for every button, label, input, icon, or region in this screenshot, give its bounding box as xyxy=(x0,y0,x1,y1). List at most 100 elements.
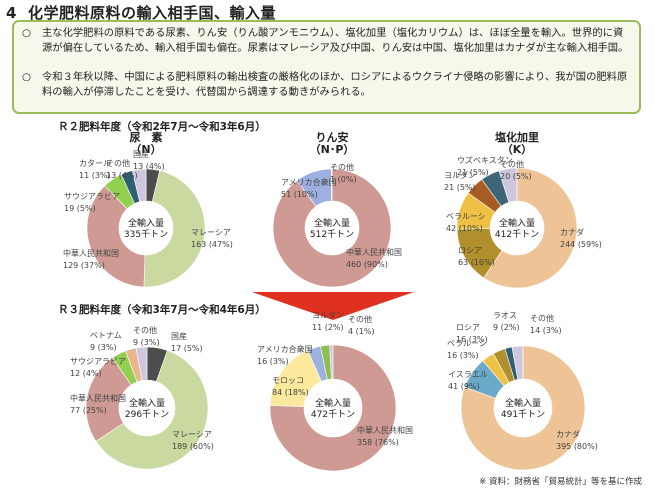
slice-name-label: マレーシア xyxy=(172,430,212,439)
slice-value-label: 13 (4%) xyxy=(133,162,165,171)
pie-slice xyxy=(269,344,397,472)
slice-value-label: 16 (3%) xyxy=(447,351,479,360)
slice-name-label: その他 xyxy=(330,162,354,172)
slice-name-label: ラオス xyxy=(493,311,517,320)
slice-value-label: 19 (5%) xyxy=(64,204,96,213)
slice-name-label: マレーシア xyxy=(191,228,231,237)
slice-value-label: 21 (5%) xyxy=(444,183,476,192)
chart-title-dap: りん安 （N･P） xyxy=(309,131,355,156)
slice-name-label: カナダ xyxy=(560,227,584,237)
pie-slice xyxy=(511,345,524,380)
pie-slice xyxy=(330,168,333,202)
slice-name-label: 中華人民共和国 xyxy=(357,425,413,435)
slice-value-label: 63 (16%) xyxy=(458,258,495,267)
slice-value-label: 9 (2%) xyxy=(493,323,520,332)
summary-paragraph: ○ 令和３年秋以降、中国による肥料原料の輸出検査の厳格化のほか、ロシアによるウクラ… xyxy=(22,71,628,98)
pie-slice xyxy=(86,185,146,288)
pie-slice xyxy=(460,345,586,471)
pie-slice xyxy=(143,170,206,288)
slice-value-label: 51 (10%) xyxy=(281,190,318,199)
slice-value-label: 189 (60%) xyxy=(172,442,214,451)
section-number: 4 xyxy=(6,4,17,22)
pie-slice xyxy=(85,357,132,442)
slice-name-label: その他 xyxy=(348,314,372,324)
donut-chart-r2-dap: 中華人民共和国 460 (90%) アメリカ合衆国 51 (10%) その他 1 (0%)… xyxy=(272,162,402,288)
slice-name-label: その他 xyxy=(530,313,554,323)
slice-name-label: ロシア xyxy=(458,246,482,255)
slice-value-label: 41 (9%) xyxy=(448,382,480,391)
period-label-r3: Ｒ３肥料年度（令和3年7月～令和4年6月） xyxy=(58,304,266,316)
slice-value-label: 17 (5%) xyxy=(171,344,203,353)
period-label-r2: Ｒ２肥料年度（令和2年7月～令和3年6月） xyxy=(58,121,266,133)
summary-paragraph: ○ 主な化学肥料の原料である尿素、りん安（りん酸アンモニウム）、塩化加里（塩化カリ… xyxy=(22,27,629,54)
total-value: 491千トン xyxy=(501,409,545,420)
total-value: 472千トン xyxy=(311,409,355,420)
donut-chart-r2-kcl: カナダ 244 (59%) ロシア 63 (16%) ベラルーシ 42 (10%) ヨルダン… xyxy=(444,155,602,289)
slice-value-label: 9 (3%) xyxy=(90,343,117,352)
section-title: 化学肥料原料の輸入相手国、輸入量 xyxy=(28,4,277,22)
total-label: 全輸入量 xyxy=(499,217,535,229)
slice-value-label: 1 (0%) xyxy=(330,175,357,184)
slice-value-label: 84 (18%) xyxy=(272,388,309,397)
slice-value-label: 358 (76%) xyxy=(357,438,399,447)
slice-name-label: サウジアラビア xyxy=(70,357,126,366)
summary-box: ○ 主な化学肥料の原料である尿素、りん安（りん酸アンモニウム）、塩化加里（塩化カリ… xyxy=(12,20,641,114)
total-label: 全輸入量 xyxy=(505,397,541,409)
slice-name-label: カナダ xyxy=(556,429,580,439)
pie-slice xyxy=(483,167,578,289)
chart-title-urea: 尿 素 （N） xyxy=(129,131,163,156)
pie-slice xyxy=(95,350,209,470)
slice-name-label: ロシア xyxy=(456,323,480,332)
donut-chart-r3-urea: 国産 17 (5%) マレーシア 189 (60%) 中華人民共和国 77 (25%) サウ… xyxy=(70,325,214,470)
slice-name-label: その他 xyxy=(106,158,130,168)
total-label: 全輸入量 xyxy=(128,217,164,229)
source-note: ※ 資料：財務省「貿易統計」等を基に作成 xyxy=(479,477,642,487)
slice-value-label: 395 (80%) xyxy=(556,442,598,451)
slice-name-label: ヨルダン xyxy=(312,310,344,320)
slice-value-label: 20 (5%) xyxy=(500,172,532,181)
slice-value-label: 14 (3%) xyxy=(530,326,562,335)
slice-name-label: 中華人民共和国 xyxy=(63,248,119,258)
slice-value-label: 9 (3%) xyxy=(133,338,160,347)
slice-name-label: 国産 xyxy=(133,149,149,159)
total-label: 全輸入量 xyxy=(129,397,165,409)
total-value: 335千トン xyxy=(124,229,168,240)
slice-name-label: その他 xyxy=(500,159,524,169)
slice-value-label: 11 (3%) xyxy=(79,171,111,180)
slice-value-label: 42 (10%) xyxy=(446,224,483,233)
slice-value-label: 12 (4%) xyxy=(70,369,102,378)
slice-value-label: 13 (4%) xyxy=(106,171,138,180)
slice-name-label: モロッコ xyxy=(272,376,304,385)
slice-name-label: イスラエル xyxy=(448,370,488,379)
pie-slice xyxy=(329,344,334,380)
slice-value-label: 11 (2%) xyxy=(312,323,344,332)
slice-value-label: 244 (59%) xyxy=(560,240,602,249)
slice-name-label: ベトナム xyxy=(90,331,122,340)
donut-chart-r3-dap: 中華人民共和国 358 (76%) モロッコ 84 (18%) アメリカ合衆国 16 (3… xyxy=(257,310,413,472)
slice-name-label: ウズベキスタン xyxy=(457,155,513,165)
slice-value-label: 129 (37%) xyxy=(63,261,105,270)
total-label: 全輸入量 xyxy=(315,397,351,409)
slice-name-label: アメリカ合衆国 xyxy=(257,344,313,354)
slice-name-label: その他 xyxy=(133,325,157,335)
slice-name-label: カタール xyxy=(79,159,111,168)
slice-value-label: 77 (25%) xyxy=(70,406,107,415)
slice-value-label: 16 (3%) xyxy=(456,335,488,344)
chart-title-kcl: 塩化加里 （K） xyxy=(495,131,539,156)
donut-chart-r2-urea: 国産 13 (4%) マレーシア 163 (47%) 中華人民共和国 129 (37%) サ… xyxy=(63,149,233,288)
slice-name-label: アメリカ合衆国 xyxy=(281,177,337,187)
page-title: 4 化学肥料原料の輸入相手国、輸入量 xyxy=(6,2,276,23)
slice-value-label: 21 (5%) xyxy=(457,168,489,177)
slice-value-label: 163 (47%) xyxy=(191,240,233,249)
slice-name-label: 国産 xyxy=(171,331,187,341)
slice-name-label: 中華人民共和国 xyxy=(346,247,402,257)
slice-name-label: ベラルーシ xyxy=(447,339,487,348)
down-arrow-icon xyxy=(252,292,414,320)
slice-name-label: ヨルダン xyxy=(444,170,476,180)
pie-slice xyxy=(135,346,148,381)
slice-name-label: サウジアラビア xyxy=(64,192,120,201)
total-label: 全輸入量 xyxy=(314,217,350,229)
total-value: 512千トン xyxy=(310,229,354,240)
